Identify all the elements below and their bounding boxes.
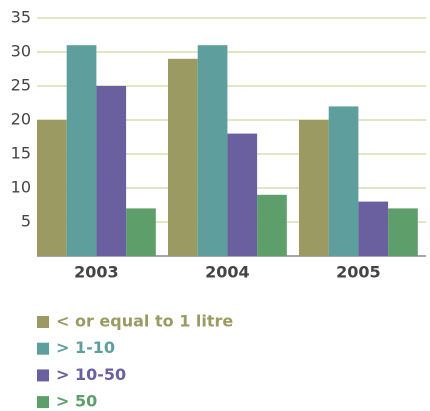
x-tick-label: 2003 xyxy=(74,263,119,282)
legend-swatch xyxy=(37,369,49,382)
legend-label: > 50 xyxy=(56,392,97,411)
bar xyxy=(299,120,329,256)
bar xyxy=(328,106,359,257)
y-tick-label: 10 xyxy=(11,178,31,197)
legend-label: > 10-50 xyxy=(56,365,126,384)
x-tick-label: 2005 xyxy=(336,263,381,282)
bar xyxy=(388,208,418,256)
bar xyxy=(96,86,127,256)
legend-label: < or equal to 1 litre xyxy=(56,312,233,331)
legend-swatch xyxy=(37,316,49,328)
y-tick-label: 15 xyxy=(11,144,31,163)
y-tick-label: 25 xyxy=(11,76,31,95)
legend-swatch xyxy=(37,342,49,355)
x-tick-label: 2004 xyxy=(205,263,250,282)
legend-swatch xyxy=(37,396,49,409)
bar xyxy=(126,208,156,256)
legend-label: > 1-10 xyxy=(56,338,115,357)
bar xyxy=(168,58,198,256)
y-tick-label: 30 xyxy=(11,42,31,61)
bar xyxy=(197,45,228,257)
y-tick-label: 20 xyxy=(11,110,31,129)
y-tick-label: 5 xyxy=(21,212,31,231)
bar xyxy=(37,120,67,256)
bar xyxy=(257,194,287,256)
bar xyxy=(227,133,258,256)
y-tick-label: 35 xyxy=(11,8,31,27)
bar xyxy=(358,201,389,256)
bar xyxy=(66,45,97,257)
